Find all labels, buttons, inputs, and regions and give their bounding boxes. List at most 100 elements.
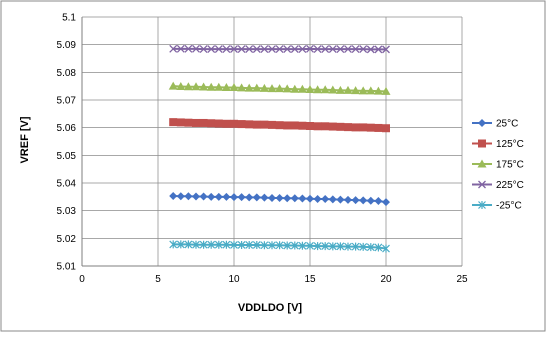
data-point [320, 85, 330, 94]
legend-label: 225°C [496, 180, 524, 191]
y-tick-label: 5.03 [57, 206, 77, 217]
data-point [199, 192, 208, 201]
y-tick-label: 5.02 [57, 234, 77, 245]
data-point [169, 192, 178, 201]
data-point [313, 45, 322, 54]
data-point [245, 45, 254, 54]
data-point [230, 193, 238, 202]
data-point [374, 243, 383, 252]
data-point [283, 45, 292, 54]
data-point [199, 240, 208, 249]
data-point [313, 85, 323, 94]
data-point [306, 241, 314, 250]
data-point [290, 194, 299, 203]
legend-marker [478, 139, 486, 148]
data-point [344, 123, 352, 132]
series-2 [168, 81, 391, 95]
data-point [366, 243, 375, 252]
data-point [305, 84, 315, 93]
series-4 [169, 240, 390, 253]
legend-entry: 125°C [472, 139, 524, 150]
data-point [290, 241, 299, 250]
data-point [169, 118, 178, 127]
data-point [184, 44, 193, 53]
data-point [382, 124, 390, 133]
data-point [306, 194, 314, 203]
data-point [183, 82, 193, 91]
data-point [176, 192, 185, 201]
legend-marker [478, 201, 486, 209]
legend-entry: 225°C [472, 180, 524, 191]
data-point [268, 193, 276, 202]
x-tick-label: 0 [79, 274, 85, 285]
data-point [282, 84, 292, 93]
data-point [214, 240, 223, 249]
data-point [192, 240, 200, 249]
data-point [358, 86, 368, 95]
data-point [192, 118, 200, 127]
series-0 [169, 192, 390, 207]
data-point [169, 44, 178, 53]
y-tick-label: 5.1 [62, 13, 76, 24]
data-point [222, 240, 231, 249]
y-tick-label: 5.09 [57, 40, 77, 51]
data-point [260, 241, 269, 250]
data-point [321, 195, 330, 204]
data-point [381, 86, 391, 95]
data-point [313, 242, 322, 251]
data-point [373, 86, 383, 95]
data-point [245, 240, 254, 249]
data-point [374, 196, 383, 205]
data-point [168, 81, 178, 90]
data-point [344, 195, 352, 204]
data-point [374, 123, 383, 132]
data-point [222, 192, 231, 201]
data-point [237, 120, 246, 129]
legend-label: 125°C [496, 139, 524, 150]
data-point [283, 241, 292, 250]
data-point [344, 242, 352, 251]
data-point [283, 194, 292, 203]
data-point [351, 86, 361, 95]
legend-entry: 25°C [472, 119, 518, 130]
data-point [176, 44, 185, 53]
data-point [199, 118, 208, 127]
data-point [297, 84, 307, 93]
legend-entry: 175°C [472, 159, 524, 171]
data-point [252, 193, 261, 202]
x-tick-label: 15 [304, 274, 316, 285]
data-point [359, 123, 368, 132]
data-point [176, 81, 186, 90]
x-tick-label: 25 [456, 274, 468, 285]
data-point [351, 123, 360, 132]
data-point [259, 83, 269, 92]
data-point [290, 45, 299, 54]
data-point [359, 242, 368, 251]
data-point [382, 198, 390, 207]
data-point [313, 195, 322, 204]
data-point [214, 119, 223, 128]
legend-marker [478, 119, 486, 127]
data-point [244, 83, 254, 92]
data-point [351, 242, 360, 251]
data-point [344, 45, 352, 54]
data-point [245, 193, 254, 202]
data-point [230, 45, 238, 54]
data-point [237, 45, 246, 54]
data-point [359, 45, 368, 54]
data-point [267, 84, 277, 93]
data-point [221, 83, 231, 92]
data-point [343, 85, 353, 94]
data-point [366, 123, 375, 132]
data-point [260, 120, 269, 129]
data-point [335, 85, 345, 94]
data-point [290, 84, 300, 93]
data-point [199, 45, 208, 54]
legend: 25°C 125°C 175°C 225°C -25°C [472, 119, 524, 212]
data-point [230, 119, 238, 128]
data-point [169, 240, 178, 249]
data-point [321, 45, 330, 54]
data-point [214, 45, 223, 54]
data-point [222, 45, 231, 54]
